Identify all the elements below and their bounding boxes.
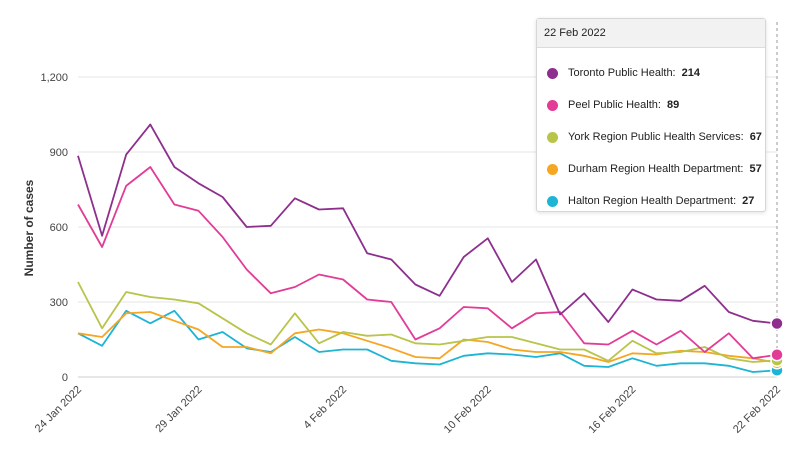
x-tick-label: 29 Jan 2022	[153, 384, 204, 435]
x-tick-label: 16 Feb 2022	[586, 384, 638, 436]
tooltip-series-name: Durham Region Health Department:	[568, 163, 744, 175]
hover-point	[770, 348, 784, 362]
series-line[interactable]	[77, 309, 778, 373]
y-tick-label: 1,200	[40, 72, 68, 84]
series-color-dot	[547, 99, 558, 111]
tooltip-series-value: 214	[681, 67, 700, 79]
series-lines[interactable]	[77, 123, 778, 373]
hover-markers	[770, 316, 784, 377]
series-color-dot	[547, 195, 558, 207]
tooltip-series-name: Peel Public Health:	[568, 99, 661, 111]
y-tick-label: 300	[50, 297, 68, 309]
y-tick-label: 0	[62, 372, 68, 384]
tooltip-row: Peel Public Health: 89	[547, 89, 765, 121]
tooltip-series-name: Toronto Public Health:	[568, 67, 676, 79]
tooltip-series-name: Halton Region Health Department:	[568, 195, 737, 207]
x-axis-ticks: 24 Jan 2022 29 Jan 2022 4 Feb 2022 10 Feb 2…	[33, 384, 783, 436]
tooltip-series-value: 89	[666, 99, 680, 111]
tooltip-list: Toronto Public Health: 214 Peel Public H…	[537, 48, 765, 217]
x-tick-label: 4 Feb 2022	[301, 384, 349, 432]
tooltip-series-value: 57	[749, 163, 762, 175]
y-axis-label: Number of cases	[22, 179, 36, 276]
tooltip-series-value: 67	[749, 131, 762, 143]
tooltip-row: Halton Region Health Department: 27	[547, 185, 765, 217]
y-tick-label: 900	[50, 147, 68, 159]
x-tick-label: 22 Feb 2022	[731, 384, 783, 436]
tooltip-series-name: York Region Public Health Services:	[568, 131, 744, 143]
series-line[interactable]	[77, 123, 778, 325]
series-color-dot	[547, 67, 558, 79]
hover-tooltip: 22 Feb 2022 Toronto Public Health: 214 P…	[536, 18, 766, 212]
series-color-dot	[547, 163, 558, 175]
tooltip-row: Toronto Public Health: 214	[547, 57, 765, 89]
x-tick-label: 10 Feb 2022	[442, 384, 494, 436]
tooltip-row: Durham Region Health Department: 57	[547, 153, 765, 185]
y-axis-ticks: 0 300 600 900 1,200	[40, 72, 68, 384]
y-tick-label: 600	[50, 222, 68, 234]
series-line[interactable]	[77, 281, 778, 363]
tooltip-date: 22 Feb 2022	[537, 19, 765, 48]
series-line[interactable]	[77, 166, 778, 360]
hover-point	[770, 316, 784, 331]
x-tick-label: 24 Jan 2022	[33, 384, 84, 435]
tooltip-series-value: 27	[742, 195, 755, 207]
tooltip-row: York Region Public Health Services: 67	[547, 121, 765, 153]
series-color-dot	[547, 131, 558, 143]
